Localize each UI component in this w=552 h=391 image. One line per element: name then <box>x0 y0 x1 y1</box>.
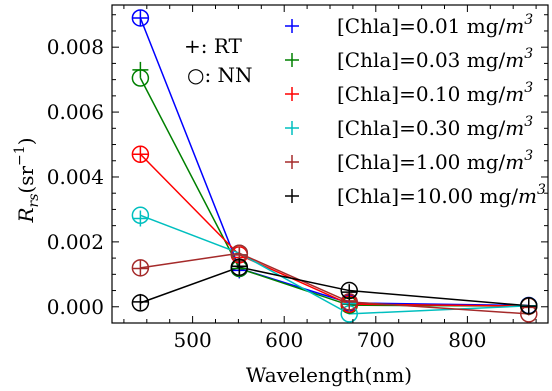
rt-marker <box>132 61 149 78</box>
y-tick-label: 0.000 <box>47 295 104 319</box>
legend-label: [Chla]=1.00 mg/m3 <box>337 148 533 174</box>
legend-label: [Chla]=0.10 mg/m3 <box>337 80 533 106</box>
nn-marker-note: ○: NN <box>187 63 253 87</box>
rt-marker <box>132 210 149 227</box>
x-tick-label: 500 <box>174 328 212 352</box>
series-line <box>140 266 529 307</box>
series-line <box>139 17 529 307</box>
legend-item: [Chla]=0.03 mg/m3 <box>285 46 533 72</box>
rt-marker <box>231 258 248 275</box>
x-tick-label: 700 <box>357 328 395 352</box>
rt-marker <box>341 284 358 301</box>
x-tick-label: 600 <box>265 328 303 352</box>
legend-label: [Chla]=0.01 mg/m3 <box>337 12 533 38</box>
legend: [Chla]=0.01 mg/m3 [Chla]=0.03 mg/m3 [Chla]… <box>285 12 546 208</box>
y-tick-label: 0.002 <box>47 230 104 254</box>
legend-label: [Chla]=10.00 mg/m3 <box>337 182 546 208</box>
x-tick-label: 800 <box>448 328 486 352</box>
legend-item: [Chla]=1.00 mg/m3 <box>285 148 533 174</box>
series-line <box>140 214 529 315</box>
rt-marker <box>132 146 149 163</box>
legend-item: [Chla]=0.10 mg/m3 <box>285 80 533 106</box>
series-line <box>139 153 529 307</box>
series-line <box>140 252 529 315</box>
series-markers <box>131 9 538 323</box>
y-axis-label: Rrs(sr−1) <box>12 137 42 223</box>
legend-label: [Chla]=0.03 mg/m3 <box>337 46 533 72</box>
rt-marker <box>132 9 149 26</box>
legend-item: [Chla]=10.00 mg/m3 <box>285 182 546 208</box>
rt-marker-note: +: RT <box>184 34 243 58</box>
y-tick-label: 0.004 <box>47 165 104 189</box>
y-tick-label: 0.008 <box>47 35 104 59</box>
rt-marker <box>520 298 537 315</box>
legend-item: [Chla]=0.01 mg/m3 <box>285 12 533 38</box>
rt-marker <box>132 293 149 310</box>
legend-label: [Chla]=0.30 mg/m3 <box>337 114 533 140</box>
legend-item: [Chla]=0.30 mg/m3 <box>285 114 533 140</box>
series-lines <box>139 17 529 315</box>
x-axis-label: Wavelength(nm) <box>246 363 412 387</box>
axis-ticks: 500 600 700 800 0.000 0.002 0.004 0.006 0.008 <box>47 5 548 352</box>
rt-marker <box>132 260 149 277</box>
y-tick-label: 0.006 <box>47 100 104 124</box>
